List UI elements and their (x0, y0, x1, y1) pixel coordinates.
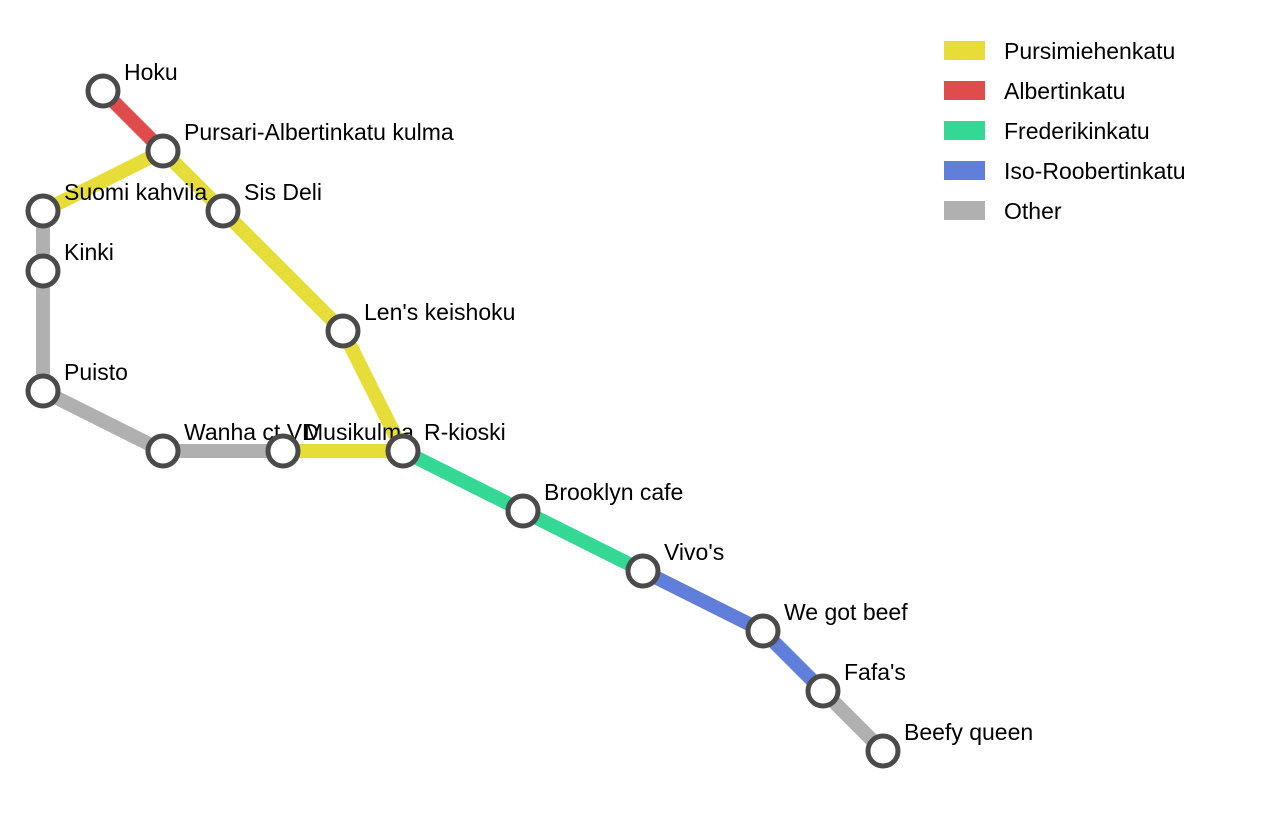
station-label: Beefy queen (904, 719, 1033, 745)
legend-label: Albertinkatu (1004, 78, 1125, 104)
station-marker[interactable] (805, 673, 841, 709)
station-label: Puisto (64, 359, 128, 385)
legend-item-other: Other (944, 198, 1062, 224)
legend-label: Iso-Roobertinkatu (1004, 158, 1186, 184)
legend-swatch (944, 161, 985, 180)
route-pursimiehenkatu-1 (39, 144, 410, 458)
legend-label: Other (1004, 198, 1062, 224)
station-marker[interactable] (865, 733, 901, 769)
station-marker[interactable] (265, 433, 301, 469)
station-label: Suomi kahvila (64, 179, 207, 205)
station-suomi-kahvila[interactable]: Suomi kahvila (25, 179, 207, 229)
station-marker[interactable] (325, 313, 361, 349)
legend-label: Frederikinkatu (1004, 118, 1150, 144)
station-label: Sis Deli (244, 179, 322, 205)
station-marker[interactable] (85, 73, 121, 109)
station-vivos[interactable]: Vivo's (625, 539, 724, 589)
station-marker[interactable] (145, 433, 181, 469)
station-label: Vivo's (664, 539, 724, 565)
station-marker[interactable] (25, 253, 61, 289)
station-label: Brooklyn cafe (544, 479, 683, 505)
station-beefy-queen[interactable]: Beefy queen (865, 719, 1033, 769)
station-brooklyn-cafe[interactable]: Brooklyn cafe (505, 479, 683, 529)
station-fafas[interactable]: Fafa's (805, 659, 906, 709)
station-we-got-beef[interactable]: We got beef (745, 599, 908, 649)
station-r-kioski[interactable]: R-kioski (385, 419, 506, 469)
station-marker[interactable] (25, 373, 61, 409)
station-label: Kinki (64, 239, 114, 265)
station-label: R-kioski (424, 419, 506, 445)
station-label: Pursari-Albertinkatu kulma (184, 119, 454, 145)
legend-swatch (944, 201, 985, 220)
station-label: Len's keishoku (364, 299, 515, 325)
legend-item-frederikinkatu: Frederikinkatu (944, 118, 1150, 144)
station-marker[interactable] (745, 613, 781, 649)
legend-swatch (944, 81, 985, 100)
legend-item-iso-roobertinkatu: Iso-Roobertinkatu (944, 158, 1186, 184)
station-marker[interactable] (25, 193, 61, 229)
station-puisto[interactable]: Puisto (25, 359, 128, 409)
station-marker[interactable] (505, 493, 541, 529)
station-label: Fafa's (844, 659, 906, 685)
station-hoku[interactable]: Hoku (85, 59, 178, 109)
station-label: Wanha ct VD (184, 419, 319, 445)
station-kinki[interactable]: Kinki (25, 239, 114, 289)
station-marker[interactable] (145, 133, 181, 169)
stations-layer: Hoku Pursari-Albertinkatu kulma Suomi kahv… (25, 59, 1033, 769)
legend-item-albertinkatu: Albertinkatu (944, 78, 1125, 104)
station-marker[interactable] (205, 193, 241, 229)
station-marker[interactable] (625, 553, 661, 589)
legend: Pursimiehenkatu Albertinkatu Frederikinkat… (944, 38, 1186, 224)
station-pursari-albertinkatu-kulma[interactable]: Pursari-Albertinkatu kulma (145, 119, 454, 169)
station-sis-deli[interactable]: Sis Deli (205, 179, 322, 229)
station-lens-keishoku[interactable]: Len's keishoku (325, 299, 515, 349)
legend-swatch (944, 41, 985, 60)
legend-swatch (944, 121, 985, 140)
station-marker[interactable] (385, 433, 421, 469)
station-label: Hoku (124, 59, 178, 85)
route-iso-roobertinkatu-4 (639, 564, 828, 696)
legend-item-pursimiehenkatu: Pursimiehenkatu (944, 38, 1175, 64)
station-label: We got beef (784, 599, 908, 625)
legend-label: Pursimiehenkatu (1004, 38, 1175, 64)
